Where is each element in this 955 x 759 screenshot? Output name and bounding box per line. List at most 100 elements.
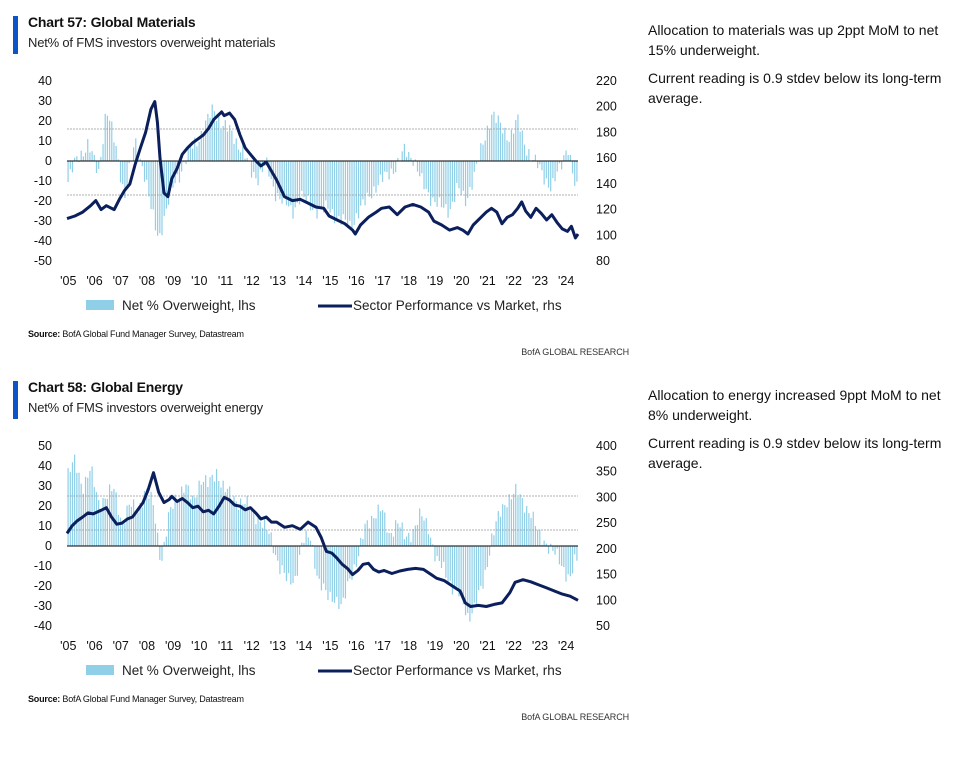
bar: [491, 533, 493, 546]
bar: [447, 546, 449, 583]
source-text: BofA Global Fund Manager Survey, Datastr…: [60, 694, 244, 704]
bar: [200, 484, 202, 546]
bar: [473, 546, 475, 603]
bar: [506, 140, 508, 161]
bar: [279, 546, 281, 575]
bar: [309, 540, 312, 546]
bar: [233, 496, 235, 546]
x-tick-label: '20: [453, 274, 469, 288]
bar: [327, 161, 329, 209]
bar: [307, 161, 309, 196]
bar: [495, 122, 497, 161]
bar: [443, 546, 445, 562]
bar: [419, 161, 421, 177]
bar: [390, 532, 392, 546]
bar: [414, 159, 416, 161]
bar: [244, 504, 246, 546]
bar: [475, 161, 478, 164]
bar: [113, 142, 115, 161]
bar: [178, 497, 181, 546]
bar: [84, 476, 87, 546]
bar: [226, 131, 229, 161]
bar: [432, 544, 434, 546]
commentary-line: Current reading is 0.9 stdev below its l…: [648, 70, 942, 106]
bar: [178, 161, 181, 183]
bar: [554, 161, 556, 182]
bar: [512, 493, 515, 546]
bar: [519, 494, 521, 546]
bar: [558, 546, 561, 565]
bar: [502, 133, 504, 161]
bar: [454, 546, 456, 587]
bar: [159, 161, 161, 234]
chart-source: Source: BofA Global Fund Manager Survey,…: [28, 694, 244, 704]
bar: [172, 508, 174, 546]
x-tick-label: '20: [453, 639, 469, 653]
bar: [89, 470, 91, 546]
bar: [556, 161, 558, 172]
bar: [541, 161, 543, 171]
bar: [185, 484, 187, 546]
bar: [384, 161, 386, 172]
bar: [133, 147, 135, 161]
bar: [338, 161, 340, 217]
bar: [154, 523, 157, 546]
bar: [434, 546, 436, 562]
commentary-line: Current reading is 0.9 stdev below its l…: [648, 435, 942, 471]
bar: [357, 546, 360, 557]
bar: [563, 155, 565, 161]
bar: [191, 148, 194, 161]
bar: [510, 499, 512, 546]
bar: [298, 546, 301, 555]
bar: [285, 546, 288, 582]
bar: [537, 529, 539, 546]
y-left-tick-label: 0: [45, 154, 52, 168]
bar: [113, 488, 115, 546]
bar: [283, 161, 285, 194]
bar: [320, 161, 323, 209]
bar: [124, 523, 126, 546]
bar: [220, 129, 222, 161]
bar: [480, 143, 482, 161]
bar: [430, 537, 432, 546]
bar: [211, 104, 213, 161]
bar: [183, 492, 185, 546]
bar: [274, 546, 277, 556]
y-right-tick-label: 160: [596, 151, 617, 165]
bar: [93, 487, 95, 546]
bar: [242, 144, 244, 161]
bar: [504, 127, 506, 161]
bar: [100, 156, 102, 161]
bar: [342, 546, 344, 598]
y-right-tick-label: 200: [596, 100, 617, 114]
bar: [449, 161, 451, 210]
chart-subtitle: Net% of FMS investors overweight energy: [28, 400, 263, 415]
bar: [438, 161, 440, 198]
bar: [185, 161, 187, 165]
bar: [482, 546, 484, 589]
bar: [325, 546, 327, 591]
y-left-tick-label: 30: [38, 94, 52, 108]
x-tick-label: '22: [506, 274, 522, 288]
performance-line: [65, 471, 579, 608]
bar: [349, 161, 351, 221]
bar: [528, 513, 530, 546]
bar: [277, 546, 279, 561]
bar: [576, 161, 578, 182]
bar: [379, 511, 381, 546]
bar: [163, 541, 165, 546]
bar: [521, 498, 523, 546]
bar: [104, 498, 106, 546]
y-left-tick-label: 40: [38, 459, 52, 473]
bar: [508, 141, 510, 161]
bar: [534, 526, 537, 546]
bar: [523, 512, 526, 546]
bar: [360, 537, 362, 546]
x-tick-label: '15: [322, 274, 338, 288]
bar: [141, 161, 143, 167]
bar: [200, 130, 202, 161]
bar: [152, 505, 154, 546]
bar: [397, 158, 399, 161]
bar: [491, 114, 493, 161]
bar: [244, 158, 246, 161]
